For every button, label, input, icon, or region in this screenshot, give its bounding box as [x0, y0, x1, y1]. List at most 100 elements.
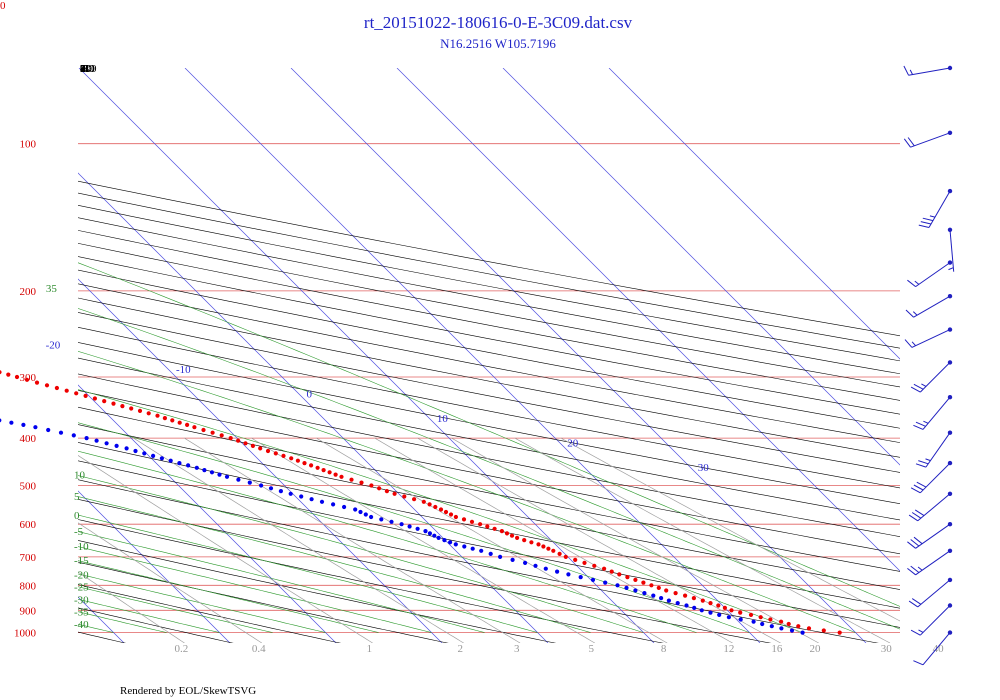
wind-barb-flag	[911, 598, 922, 605]
temperature-trace-point	[485, 524, 490, 529]
wind-barb-flag	[910, 629, 921, 636]
temperature-trace-point	[273, 451, 278, 456]
isotherm-line	[78, 68, 655, 643]
temperature-trace-point	[837, 630, 842, 635]
moist-adiabat-label: 35	[46, 283, 58, 295]
background-grid	[0, 68, 900, 643]
grid-labels: 1002003004005006007008009001000110120130…	[14, 63, 944, 655]
moist-adiabat-line	[78, 531, 485, 633]
isotherm-line	[78, 172, 549, 643]
isotherm-line	[184, 68, 761, 643]
dewpoint-trace-point	[498, 554, 503, 560]
dewpoint-trace-point	[675, 601, 680, 606]
temperature-trace-point	[402, 494, 407, 499]
temperature-trace-point	[185, 422, 190, 427]
wind-barbs	[903, 65, 955, 666]
dewpoint-trace-point	[159, 456, 164, 461]
moist-adiabat-edge-label: 10	[74, 470, 86, 482]
dewpoint-trace-point	[9, 420, 14, 425]
temperature-trace-point	[461, 517, 467, 522]
temperature-trace-point	[6, 372, 11, 377]
moist-adiabat-line	[78, 586, 273, 633]
temperature-trace-point	[228, 436, 233, 441]
dewpoint-trace-point	[624, 585, 629, 591]
wind-barb-flag	[903, 138, 911, 148]
wind-barb-half-flag	[923, 420, 929, 424]
moist-adiabat-edge-label: -40	[74, 619, 89, 631]
temperature-trace-point	[504, 531, 510, 536]
isotherm-label: -20	[46, 340, 61, 352]
wind-barb	[907, 522, 953, 549]
dewpoint-trace-point	[488, 551, 493, 557]
temperature-trace-point	[499, 529, 504, 534]
dry-adiabat-edge-label: -40	[80, 63, 95, 75]
temperature-trace-point	[656, 585, 661, 591]
temperature-trace-point	[758, 615, 763, 620]
dewpoint-trace-point	[379, 517, 384, 522]
temperature-trace-point	[582, 560, 587, 566]
temperature-trace-point	[821, 628, 826, 633]
dewpoint-trace-point	[462, 544, 467, 549]
temperature-trace-point	[83, 393, 88, 398]
wind-barb	[903, 130, 953, 148]
wind-barb-half-flag	[909, 69, 914, 75]
moist-adiabat-edge-label: -35	[74, 606, 89, 618]
temperature-trace-point	[433, 504, 438, 510]
temperature-trace-point	[691, 596, 697, 601]
wind-barb-flag	[904, 339, 913, 348]
dry-adiabat-line	[78, 269, 900, 429]
dewpoint-trace-point	[717, 612, 722, 618]
dewpoint-trace-point	[633, 588, 638, 593]
dewpoint-trace-point	[353, 507, 358, 512]
dewpoint-trace-point	[789, 628, 795, 633]
wind-barb-shaft	[911, 329, 951, 348]
isotherm-line	[0, 68, 18, 643]
dewpoint-trace-point	[684, 603, 689, 608]
dry-adiabat-line	[78, 312, 900, 473]
temperature-trace-point	[192, 425, 197, 430]
dry-adiabat-line	[78, 406, 900, 572]
dry-adiabat-line	[78, 217, 900, 375]
dry-adiabat-edge-label: 20	[80, 63, 92, 75]
mixing-ratio-label: 16	[771, 643, 783, 655]
temperature-trace-point	[557, 551, 562, 557]
temperature-trace-point	[369, 483, 374, 488]
wind-barb-flag	[913, 383, 924, 390]
temperature-trace-point	[327, 470, 332, 475]
temperature-trace-point	[536, 542, 541, 547]
temperature-trace-point	[258, 446, 263, 451]
dry-adiabat-line	[78, 584, 342, 643]
wind-barb-half-flag	[911, 341, 916, 347]
sounding-traces	[0, 370, 842, 635]
dewpoint-trace-point	[659, 596, 664, 601]
isotherm-label: 30	[698, 462, 710, 474]
mixing-ratio-line	[451, 437, 819, 643]
wind-barb-half-flag	[948, 267, 954, 271]
mixing-ratio-label: 30	[881, 643, 893, 655]
wind-barb-shaft	[922, 632, 951, 666]
isotherm-label: 10	[437, 413, 449, 425]
wind-barb-flag	[910, 386, 921, 393]
temperature-trace-point	[602, 566, 607, 571]
wind-barb-shaft	[915, 550, 951, 576]
temperature-trace-point	[768, 617, 773, 622]
wind-barb-flag	[910, 539, 920, 547]
mixing-ratio-line	[514, 437, 891, 643]
dewpoint-trace-point	[268, 486, 274, 491]
wind-barb-flag	[913, 484, 924, 491]
dry-adiabat-line	[78, 373, 900, 537]
wind-barb-shaft	[919, 462, 951, 494]
temperature-trace-point	[738, 610, 743, 615]
wind-barb-flag	[918, 460, 929, 465]
wind-barb-half-flag	[914, 280, 920, 285]
dewpoint-trace-point	[114, 443, 119, 448]
wind-barb-shaft	[919, 605, 951, 636]
dry-adiabat-edge-label: 30	[80, 63, 92, 75]
dewpoint-trace-point	[342, 504, 347, 510]
pressure-label: 1000	[14, 628, 37, 640]
pressure-label: 500	[20, 481, 37, 493]
dewpoint-trace-point	[555, 569, 560, 574]
dry-adiabat-line	[78, 204, 900, 362]
mixing-ratio-line	[184, 437, 521, 643]
dewpoint-trace-point	[708, 610, 713, 615]
